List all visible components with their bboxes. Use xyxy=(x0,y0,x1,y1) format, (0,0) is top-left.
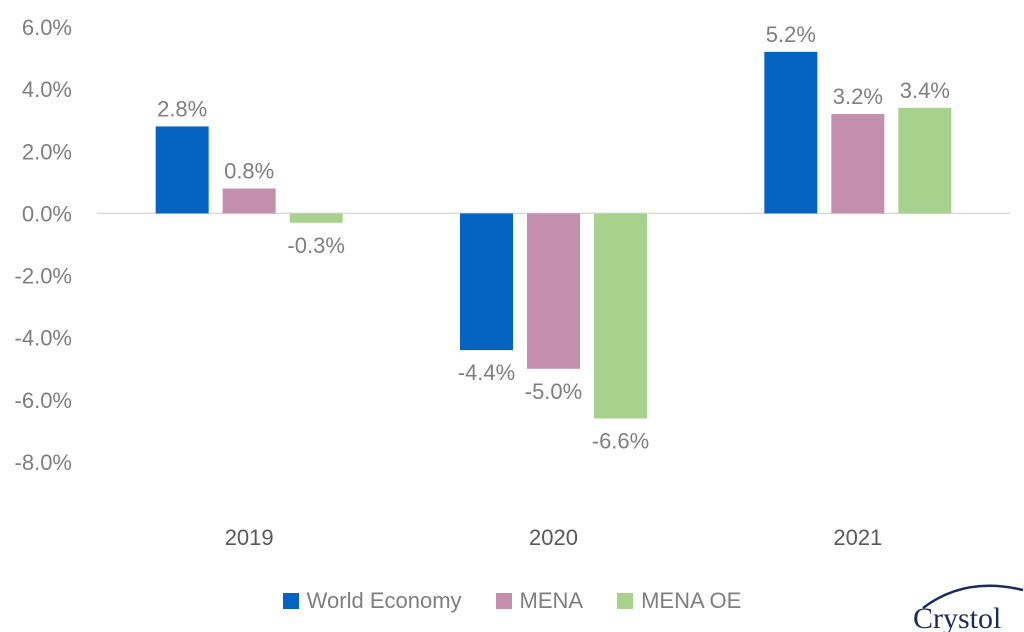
y-tick-label: 0.0% xyxy=(22,201,72,226)
data-label: -4.4% xyxy=(458,360,515,385)
legend-label-mena: MENA xyxy=(519,588,584,613)
logo-arc xyxy=(922,584,1024,609)
legend-label-mena-oe: MENA OE xyxy=(641,588,742,613)
x-tick-label: 2019 xyxy=(225,525,274,550)
logo-text: Crystol xyxy=(913,602,1001,632)
y-tick-label: -2.0% xyxy=(15,264,72,289)
bar-mena-oe-2019 xyxy=(289,213,343,223)
legend-swatch-mena-oe xyxy=(617,593,634,609)
bar-world-economy-2020 xyxy=(460,213,513,351)
data-label: 0.8% xyxy=(224,159,274,184)
data-label: 2.8% xyxy=(157,96,207,121)
data-label: -6.6% xyxy=(592,429,649,454)
legend-item-mena-oe: MENA OE xyxy=(617,588,741,614)
data-label: 3.2% xyxy=(833,84,883,109)
bar-world-economy-2019 xyxy=(155,126,209,214)
bar-mena-2019 xyxy=(222,188,276,214)
data-label: -0.3% xyxy=(287,233,344,258)
bar-world-economy-2021 xyxy=(764,51,818,214)
legend: World Economy MENA MENA OE xyxy=(0,588,1024,614)
y-tick-label: 6.0% xyxy=(22,15,72,40)
legend-swatch-mena xyxy=(495,593,512,609)
x-tick-label: 2020 xyxy=(529,525,578,550)
y-tick-label: -8.0% xyxy=(15,450,72,475)
legend-label-world-economy: World Economy xyxy=(306,588,462,613)
bar-mena-2021 xyxy=(831,114,885,214)
data-label: -5.0% xyxy=(525,379,582,404)
y-tick-label: 2.0% xyxy=(22,139,72,164)
bar-mena-oe-2021 xyxy=(898,107,952,214)
y-tick-label: 4.0% xyxy=(22,77,72,102)
data-label: 5.2% xyxy=(766,22,816,47)
bar-mena-oe-2020 xyxy=(594,213,647,419)
y-tick-label: -4.0% xyxy=(15,326,72,351)
y-tick-label: -6.0% xyxy=(15,388,72,413)
bar-mena-2020 xyxy=(527,213,580,369)
legend-item-mena: MENA xyxy=(495,588,584,614)
x-tick-label: 2021 xyxy=(833,525,882,550)
legend-item-world-economy: World Economy xyxy=(282,588,462,614)
legend-swatch-world-economy xyxy=(282,593,299,609)
crystol-logo: Crystol xyxy=(913,584,1024,632)
data-label: 3.4% xyxy=(900,78,950,103)
